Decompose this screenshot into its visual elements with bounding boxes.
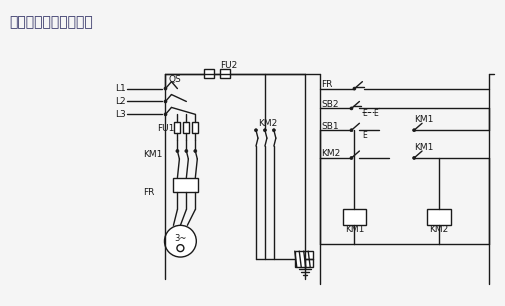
Bar (294, 251, 312, 267)
Circle shape (164, 225, 196, 257)
Text: 3~: 3~ (174, 234, 186, 243)
Circle shape (164, 100, 167, 103)
Bar (220, 69, 230, 78)
Circle shape (263, 129, 266, 132)
Bar (342, 210, 366, 225)
Text: KM1: KM1 (413, 115, 433, 124)
Text: E: E (373, 109, 377, 118)
Circle shape (412, 129, 415, 132)
Bar (183, 122, 189, 133)
Text: FR: FR (143, 188, 155, 197)
Text: KM1: KM1 (143, 151, 163, 159)
Bar (204, 69, 214, 78)
Text: L1: L1 (115, 84, 125, 93)
Circle shape (349, 107, 352, 110)
Text: SB2: SB2 (321, 100, 338, 109)
Circle shape (164, 87, 167, 90)
Bar (174, 122, 180, 133)
Circle shape (349, 129, 352, 132)
Text: KM1: KM1 (344, 225, 364, 234)
Text: FU2: FU2 (220, 61, 237, 70)
Text: E: E (362, 131, 367, 140)
Bar (192, 122, 198, 133)
Text: L3: L3 (115, 110, 125, 119)
Circle shape (272, 129, 275, 132)
Text: SB1: SB1 (321, 122, 338, 131)
Circle shape (176, 150, 179, 152)
Circle shape (193, 150, 196, 152)
Circle shape (184, 150, 187, 152)
Text: L2: L2 (115, 97, 125, 106)
Bar (426, 210, 450, 225)
Text: FR: FR (321, 80, 332, 89)
Text: 电磁抱闸通电制动接线: 电磁抱闸通电制动接线 (9, 15, 93, 29)
Circle shape (349, 156, 352, 159)
Circle shape (352, 87, 355, 90)
Text: KM1: KM1 (413, 143, 433, 151)
Text: E: E (362, 109, 367, 118)
Circle shape (254, 129, 257, 132)
Text: KM2: KM2 (321, 150, 340, 159)
Text: QS: QS (168, 75, 181, 84)
Text: FU1: FU1 (157, 124, 175, 133)
Circle shape (177, 245, 183, 252)
Text: KM2: KM2 (258, 119, 277, 128)
Bar (173, 178, 198, 192)
Circle shape (164, 113, 167, 116)
Circle shape (412, 156, 415, 159)
Text: KM2: KM2 (429, 225, 448, 234)
